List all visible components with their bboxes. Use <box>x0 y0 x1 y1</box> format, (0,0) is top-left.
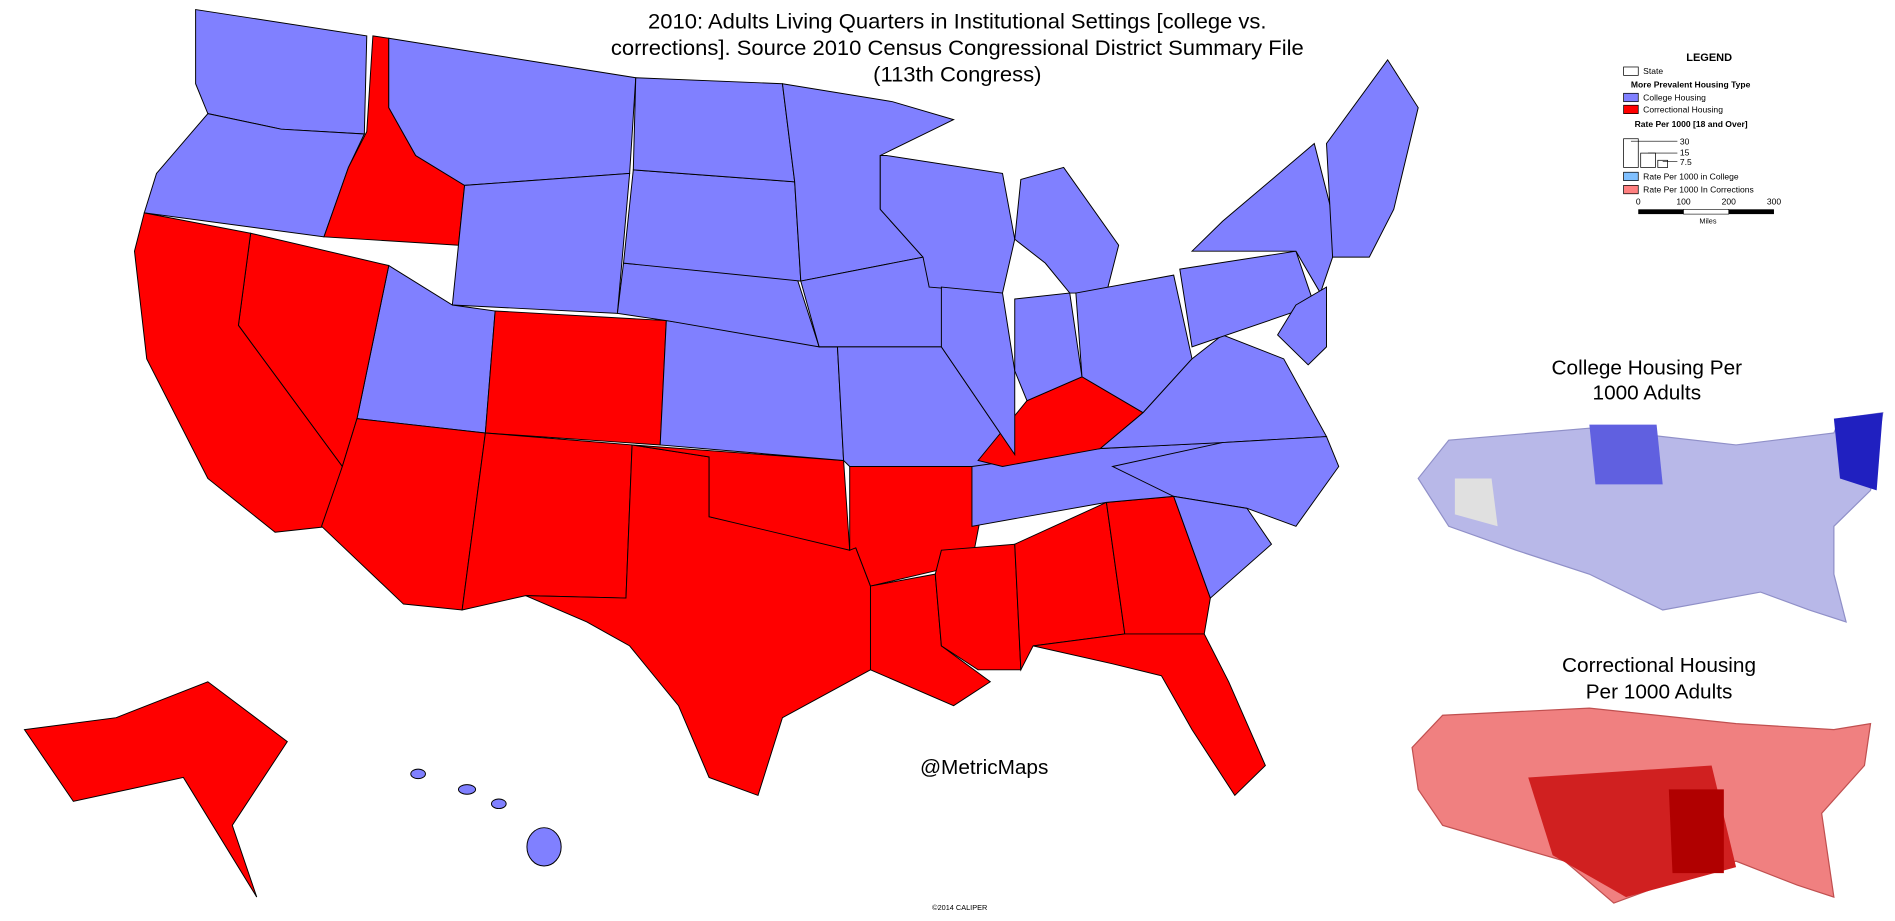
state <box>451 172 631 314</box>
legend-text: State <box>1643 66 1663 76</box>
scale-unit: Miles <box>1699 217 1716 226</box>
inset-title: 1000 Adults <box>1593 382 1702 405</box>
scale-label: 100 <box>1676 197 1691 207</box>
state <box>1098 334 1328 450</box>
inset-shape <box>1589 424 1663 485</box>
size-key <box>1640 152 1656 168</box>
swatch <box>1623 104 1639 114</box>
size-key <box>1623 138 1639 168</box>
legend-text: Rate Per 1000 [18 and Over] <box>1635 119 1748 129</box>
state <box>1276 286 1327 366</box>
state <box>1172 495 1273 599</box>
inset-college: College Housing Per 1000 Adults <box>1417 357 1884 623</box>
copyright: ©2014 CALIPER <box>932 903 987 912</box>
state <box>1014 292 1083 402</box>
state <box>457 784 477 795</box>
state <box>622 169 802 282</box>
inset-title: Correctional Housing <box>1562 654 1756 677</box>
state <box>23 681 288 898</box>
title-line: (113th Congress) <box>873 62 1041 87</box>
inset-shape <box>1833 412 1883 491</box>
swatch <box>1623 171 1639 181</box>
legend-text: Rate Per 1000 In Corrections <box>1643 185 1754 195</box>
swatch <box>1623 66 1639 76</box>
inset-shape <box>1417 411 1884 623</box>
state <box>526 827 562 867</box>
state <box>1326 58 1419 258</box>
legend: LEGEND State More Prevalent Housing Type… <box>1623 52 1782 226</box>
legend-text: 15 <box>1680 148 1690 158</box>
state <box>484 310 667 446</box>
legend-text: College Housing <box>1643 93 1706 103</box>
legend-text: Correctional Housing <box>1643 105 1723 115</box>
inset-corrections: Correctional Housing Per 1000 Adults <box>1411 654 1872 904</box>
state <box>133 212 343 533</box>
legend-text: 30 <box>1680 137 1690 147</box>
size-key <box>1657 159 1668 168</box>
inset-title: College Housing Per <box>1552 357 1743 380</box>
state <box>1032 633 1266 797</box>
swatch <box>1623 185 1639 195</box>
state <box>461 432 633 611</box>
legend-heading: LEGEND <box>1686 52 1732 64</box>
state <box>490 798 507 810</box>
legend-text: 7.5 <box>1680 157 1692 167</box>
state <box>1014 166 1120 294</box>
swatch <box>1623 92 1639 103</box>
scale-label: 200 <box>1722 197 1737 207</box>
scale-bar <box>1638 209 1684 215</box>
title-line: corrections]. Source 2010 Census Congres… <box>611 35 1304 60</box>
state <box>879 155 1016 294</box>
scale-bar <box>1683 209 1730 215</box>
credit: @MetricMaps <box>920 756 1048 779</box>
state <box>940 286 1016 457</box>
title: 2010: Adults Living Quarters in Institut… <box>611 9 1304 86</box>
state <box>195 9 368 135</box>
state <box>410 768 426 780</box>
inset-shape <box>1454 478 1498 527</box>
scale-bar <box>1728 209 1774 215</box>
scale-label: 300 <box>1767 197 1782 207</box>
legend-text: More Prevalent Housing Type <box>1631 79 1751 89</box>
title-line: 2010: Adults Living Quarters in Institut… <box>648 9 1266 34</box>
inset-shape <box>1668 789 1724 874</box>
legend-text: Rate Per 1000 in College <box>1643 172 1739 182</box>
scale-label: 0 <box>1636 197 1641 207</box>
us-map <box>23 9 1419 898</box>
state <box>632 77 796 183</box>
inset-title: Per 1000 Adults <box>1586 681 1733 704</box>
